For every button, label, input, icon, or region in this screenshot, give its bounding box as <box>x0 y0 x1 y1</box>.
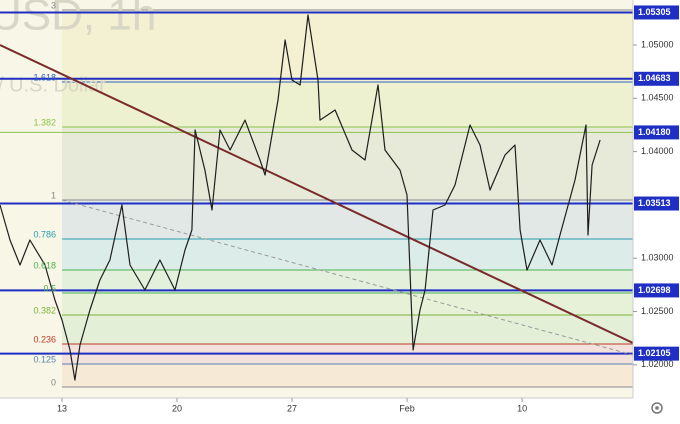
level-label-box <box>634 71 679 86</box>
level-label: 1.02105 <box>638 348 671 358</box>
x-tick-label: 20 <box>172 403 182 413</box>
x-tick-label: 27 <box>287 403 297 413</box>
horizontal-levels <box>0 11 633 355</box>
fib-label: 1.618 <box>33 72 56 82</box>
level-label: 1.04180 <box>638 127 671 137</box>
y-tick-label: 1.04000 <box>641 146 674 156</box>
fib-band <box>62 200 633 240</box>
fib-retracement <box>62 9 633 388</box>
axes: 1.05000 1.04500 1.04000 1.03000 1.02500 1.020… <box>57 5 679 413</box>
y-tick-label: 1.03000 <box>641 253 674 263</box>
fib-band <box>62 315 633 345</box>
level-label-box <box>634 196 679 211</box>
fib-label: 1.382 <box>33 117 56 127</box>
price-series <box>0 14 601 381</box>
trendlines <box>0 44 633 356</box>
gear-center[interactable] <box>655 406 659 410</box>
fib-band <box>62 10 633 82</box>
fib-label: 0.5 <box>43 283 56 293</box>
fib-label: 0.236 <box>33 334 56 344</box>
fib-band <box>62 81 633 127</box>
fib-label: 0.382 <box>33 305 56 315</box>
gear-icon[interactable] <box>651 402 663 414</box>
y-tick-label: 1.02500 <box>641 306 674 316</box>
level-label-box <box>634 346 679 361</box>
y-tick-label: 1.04500 <box>641 93 674 103</box>
fib-label: 0 <box>51 377 56 387</box>
x-tick-label: 10 <box>517 403 527 413</box>
fib-label: 3 <box>51 0 56 10</box>
y-tick-label: 1.05000 <box>641 39 674 49</box>
fib-label: 0.618 <box>33 260 56 270</box>
time-axis <box>0 398 633 419</box>
x-tick-label: Feb <box>399 403 415 413</box>
fib-label: 1 <box>51 190 56 200</box>
trendline <box>61 199 633 356</box>
trendline <box>0 44 633 344</box>
level-label: 1.05305 <box>638 7 671 17</box>
level-label: 1.02698 <box>638 285 671 295</box>
settings-button[interactable] <box>651 402 663 414</box>
price-line <box>0 14 601 381</box>
level-label: 1.04683 <box>638 73 671 83</box>
fib-label: 0.125 <box>33 354 56 364</box>
fib-band <box>62 292 633 316</box>
y-tick-label: 1.02000 <box>641 359 674 369</box>
x-tick-label: 13 <box>57 403 67 413</box>
level-label-box <box>634 125 679 140</box>
fib-band <box>62 363 633 388</box>
level-label-box <box>634 283 679 298</box>
watermark: USD, 1h <box>0 0 156 40</box>
level-label: 1.03513 <box>638 198 671 208</box>
level-label-box <box>634 5 679 20</box>
fib-label: 0.786 <box>33 229 56 239</box>
